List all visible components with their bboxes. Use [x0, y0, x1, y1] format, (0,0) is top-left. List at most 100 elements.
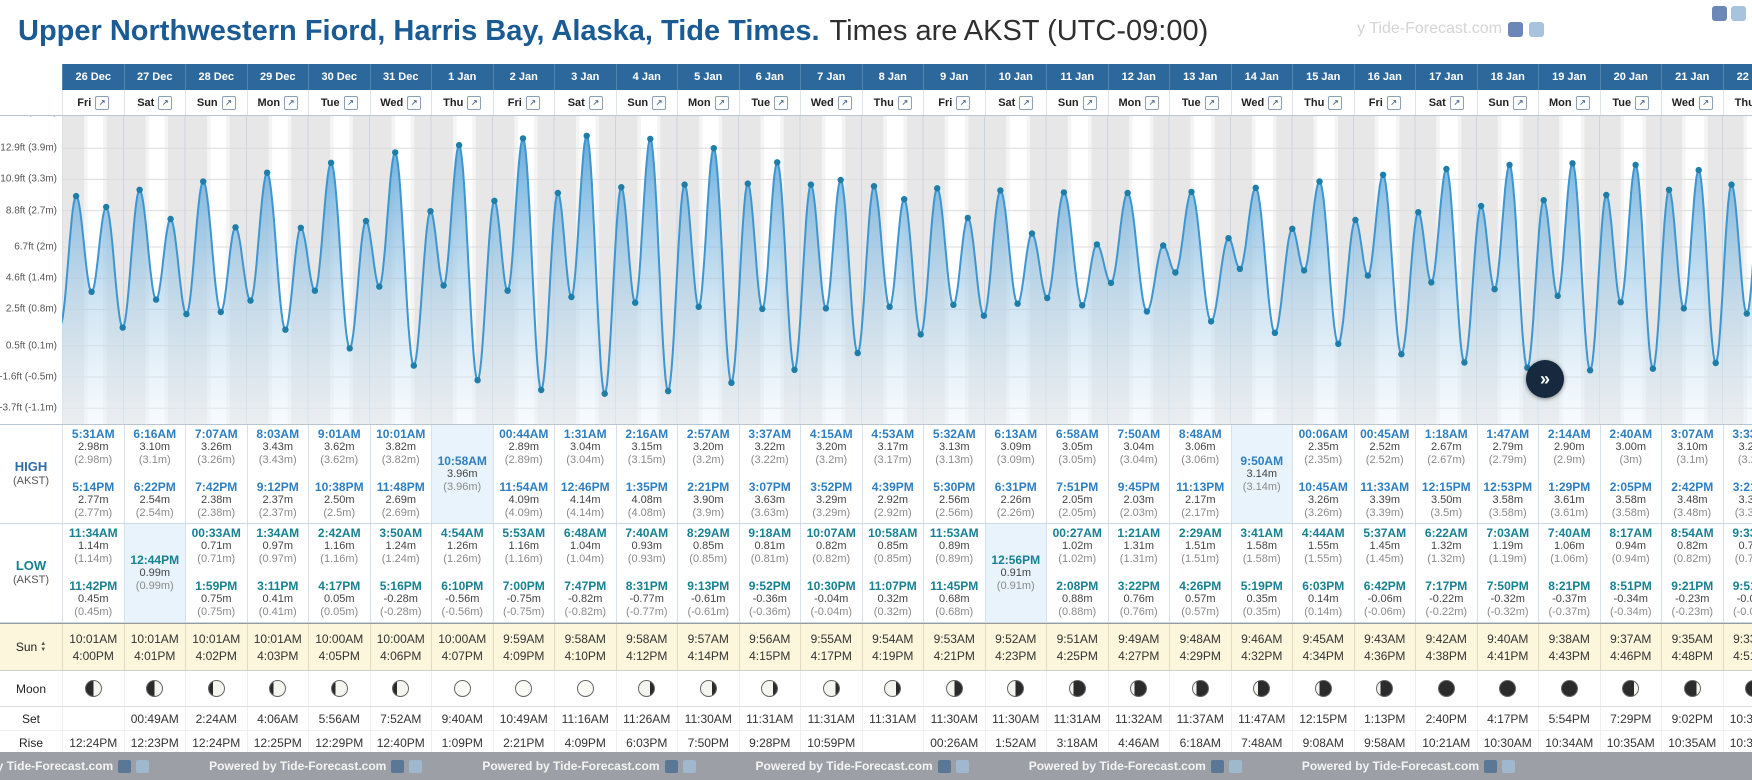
date-header-cell[interactable]: 12 Jan — [1107, 64, 1170, 90]
expand-icon[interactable]: ↗ — [284, 95, 299, 110]
date-header-cell[interactable]: 9 Jan — [923, 64, 985, 90]
date-header-cell[interactable]: 13 Jan — [1169, 64, 1231, 90]
expand-icon[interactable]: ↗ — [1386, 95, 1401, 110]
social-icon[interactable] — [1731, 6, 1746, 21]
social-icon[interactable] — [1508, 21, 1523, 37]
social-icon[interactable] — [937, 759, 951, 773]
date-header-cell[interactable]: 30 Dec — [308, 64, 370, 90]
expand-icon[interactable]: ↗ — [467, 95, 482, 110]
expand-icon[interactable]: ↗ — [1698, 95, 1713, 110]
date-header-cell[interactable]: 14 Jan — [1230, 64, 1293, 90]
dow-cell[interactable]: Sat ↗ — [984, 90, 1047, 115]
expand-icon[interactable]: ↗ — [1449, 95, 1464, 110]
dow-cell[interactable]: Sat ↗ — [1415, 90, 1477, 115]
social-icon[interactable] — [1210, 759, 1224, 773]
expand-icon[interactable]: ↗ — [221, 95, 236, 110]
dow-cell[interactable]: Wed ↗ — [1230, 90, 1293, 115]
date-header-cell[interactable]: 29 Dec — [246, 64, 309, 90]
scroll-right-button[interactable]: » — [1526, 360, 1564, 398]
expand-icon[interactable]: ↗ — [1328, 95, 1343, 110]
date-header-cell[interactable]: 21 Jan — [1661, 64, 1723, 90]
dow-cell[interactable]: Tue ↗ — [1169, 90, 1231, 115]
date-header-cell[interactable]: 26 Dec — [62, 64, 124, 90]
dow-cell[interactable]: Tue ↗ — [738, 90, 801, 115]
date-header-cell[interactable]: 10 Jan — [984, 64, 1047, 90]
date-header-cell[interactable]: 18 Jan — [1476, 64, 1539, 90]
social-icon[interactable] — [664, 759, 678, 773]
date-header-cell[interactable]: 5 Jan — [677, 64, 739, 90]
date-header-cell[interactable]: 27 Dec — [123, 64, 186, 90]
date-header-cell[interactable]: 31 Dec — [369, 64, 432, 90]
date-header-cell[interactable]: 22 Jan — [1722, 64, 1752, 90]
dow-cell[interactable]: Tue ↗ — [308, 90, 370, 115]
expand-icon[interactable]: ↗ — [897, 95, 912, 110]
date-header-cell[interactable]: 15 Jan — [1292, 64, 1354, 90]
dow-cell[interactable]: Sun ↗ — [615, 90, 678, 115]
expand-icon[interactable]: ↗ — [652, 95, 667, 110]
date-header-cell[interactable]: 7 Jan — [800, 64, 862, 90]
dow-cell[interactable]: Mon ↗ — [677, 90, 739, 115]
dow-cell[interactable]: Fri ↗ — [62, 90, 124, 115]
dow-cell[interactable]: Sun ↗ — [1476, 90, 1539, 115]
dow-cell[interactable]: Mon ↗ — [1107, 90, 1170, 115]
expand-icon[interactable]: ↗ — [1575, 95, 1590, 110]
dow-cell[interactable]: Sun ↗ — [185, 90, 247, 115]
expand-icon[interactable]: ↗ — [1145, 95, 1160, 110]
dow-cell[interactable]: Wed ↗ — [1661, 90, 1723, 115]
social-icon[interactable] — [955, 759, 969, 773]
social-icon[interactable] — [1484, 759, 1498, 773]
date-header-cell[interactable]: 19 Jan — [1538, 64, 1600, 90]
date-header-cell[interactable]: 3 Jan — [554, 64, 616, 90]
expand-icon[interactable]: ↗ — [1204, 95, 1219, 110]
expand-icon[interactable]: ↗ — [158, 95, 173, 110]
dow-cell[interactable]: Fri ↗ — [923, 90, 985, 115]
dow-cell[interactable]: Mon ↗ — [246, 90, 309, 115]
expand-icon[interactable]: ↗ — [774, 95, 789, 110]
dow-cell[interactable]: Sat ↗ — [554, 90, 616, 115]
expand-icon[interactable]: ↗ — [1635, 95, 1650, 110]
expand-icon[interactable]: ↗ — [588, 95, 603, 110]
social-icon[interactable] — [136, 759, 150, 773]
social-icon[interactable] — [1502, 759, 1516, 773]
dow-cell[interactable]: Mon ↗ — [1538, 90, 1600, 115]
date-header-cell[interactable]: 1 Jan — [431, 64, 493, 90]
expand-icon[interactable]: ↗ — [1082, 95, 1097, 110]
dow-cell[interactable]: Fri ↗ — [492, 90, 555, 115]
expand-icon[interactable]: ↗ — [956, 95, 971, 110]
social-icon[interactable] — [1228, 759, 1242, 773]
date-header-cell[interactable]: 20 Jan — [1599, 64, 1662, 90]
date-header-cell[interactable]: 28 Dec — [185, 64, 247, 90]
expand-icon[interactable]: ↗ — [343, 95, 358, 110]
dow-cell[interactable]: Thu↗ — [1722, 90, 1752, 115]
expand-icon[interactable]: ↗ — [714, 95, 729, 110]
dow-cell[interactable]: Wed ↗ — [369, 90, 432, 115]
expand-icon[interactable]: ↗ — [837, 95, 852, 110]
dow-cell[interactable]: Sun ↗ — [1046, 90, 1108, 115]
date-header-cell[interactable]: 4 Jan — [615, 64, 678, 90]
expand-icon[interactable]: ↗ — [95, 95, 110, 110]
expand-icon[interactable]: ↗ — [525, 95, 540, 110]
date-header-cell[interactable]: 6 Jan — [738, 64, 801, 90]
dow-cell[interactable]: Thu↗ — [861, 90, 924, 115]
social-icon[interactable] — [1712, 6, 1727, 21]
social-icon[interactable] — [1529, 21, 1544, 37]
dow-cell[interactable]: Thu↗ — [1292, 90, 1354, 115]
social-icon[interactable] — [409, 759, 423, 773]
date-header-cell[interactable]: 8 Jan — [861, 64, 924, 90]
dow-cell[interactable]: Fri ↗ — [1353, 90, 1416, 115]
expand-icon[interactable]: ↗ — [1268, 95, 1283, 110]
dow-cell[interactable]: Thu↗ — [431, 90, 493, 115]
dow-cell[interactable]: Sat ↗ — [123, 90, 186, 115]
dow-cell[interactable]: Wed ↗ — [800, 90, 862, 115]
social-icon[interactable] — [682, 759, 696, 773]
date-header-cell[interactable]: 17 Jan — [1415, 64, 1477, 90]
social-icon[interactable] — [118, 759, 132, 773]
expand-icon[interactable]: ↗ — [407, 95, 422, 110]
date-header-cell[interactable]: 16 Jan — [1353, 64, 1416, 90]
date-header-cell[interactable]: 11 Jan — [1046, 64, 1108, 90]
dow-cell[interactable]: Tue ↗ — [1599, 90, 1662, 115]
expand-icon[interactable]: ↗ — [1019, 95, 1034, 110]
social-icon[interactable] — [391, 759, 405, 773]
expand-icon[interactable]: ↗ — [1513, 95, 1528, 110]
date-header-cell[interactable]: 2 Jan — [492, 64, 555, 90]
